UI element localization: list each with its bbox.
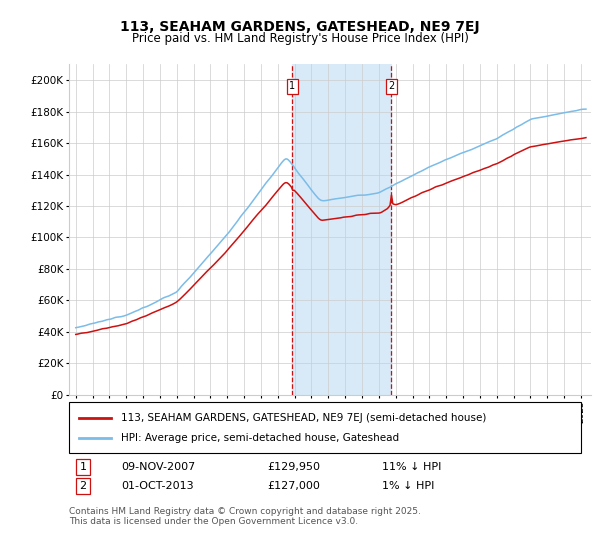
Text: 1: 1 xyxy=(79,462,86,472)
FancyBboxPatch shape xyxy=(69,402,581,452)
Text: 01-OCT-2013: 01-OCT-2013 xyxy=(121,481,194,491)
Text: 113, SEAHAM GARDENS, GATESHEAD, NE9 7EJ (semi-detached house): 113, SEAHAM GARDENS, GATESHEAD, NE9 7EJ … xyxy=(121,413,487,423)
Text: £127,000: £127,000 xyxy=(268,481,320,491)
Text: Contains HM Land Registry data © Crown copyright and database right 2025.
This d: Contains HM Land Registry data © Crown c… xyxy=(69,506,421,526)
Text: HPI: Average price, semi-detached house, Gateshead: HPI: Average price, semi-detached house,… xyxy=(121,433,400,444)
Text: 2: 2 xyxy=(388,81,395,91)
Text: 113, SEAHAM GARDENS, GATESHEAD, NE9 7EJ: 113, SEAHAM GARDENS, GATESHEAD, NE9 7EJ xyxy=(120,20,480,34)
Text: 2: 2 xyxy=(79,481,86,491)
Text: 09-NOV-2007: 09-NOV-2007 xyxy=(121,462,196,472)
Text: £129,950: £129,950 xyxy=(268,462,320,472)
Text: 11% ↓ HPI: 11% ↓ HPI xyxy=(382,462,442,472)
Bar xyxy=(292,64,391,395)
Text: 1% ↓ HPI: 1% ↓ HPI xyxy=(382,481,434,491)
Text: 1: 1 xyxy=(289,81,295,91)
Text: Price paid vs. HM Land Registry's House Price Index (HPI): Price paid vs. HM Land Registry's House … xyxy=(131,32,469,45)
